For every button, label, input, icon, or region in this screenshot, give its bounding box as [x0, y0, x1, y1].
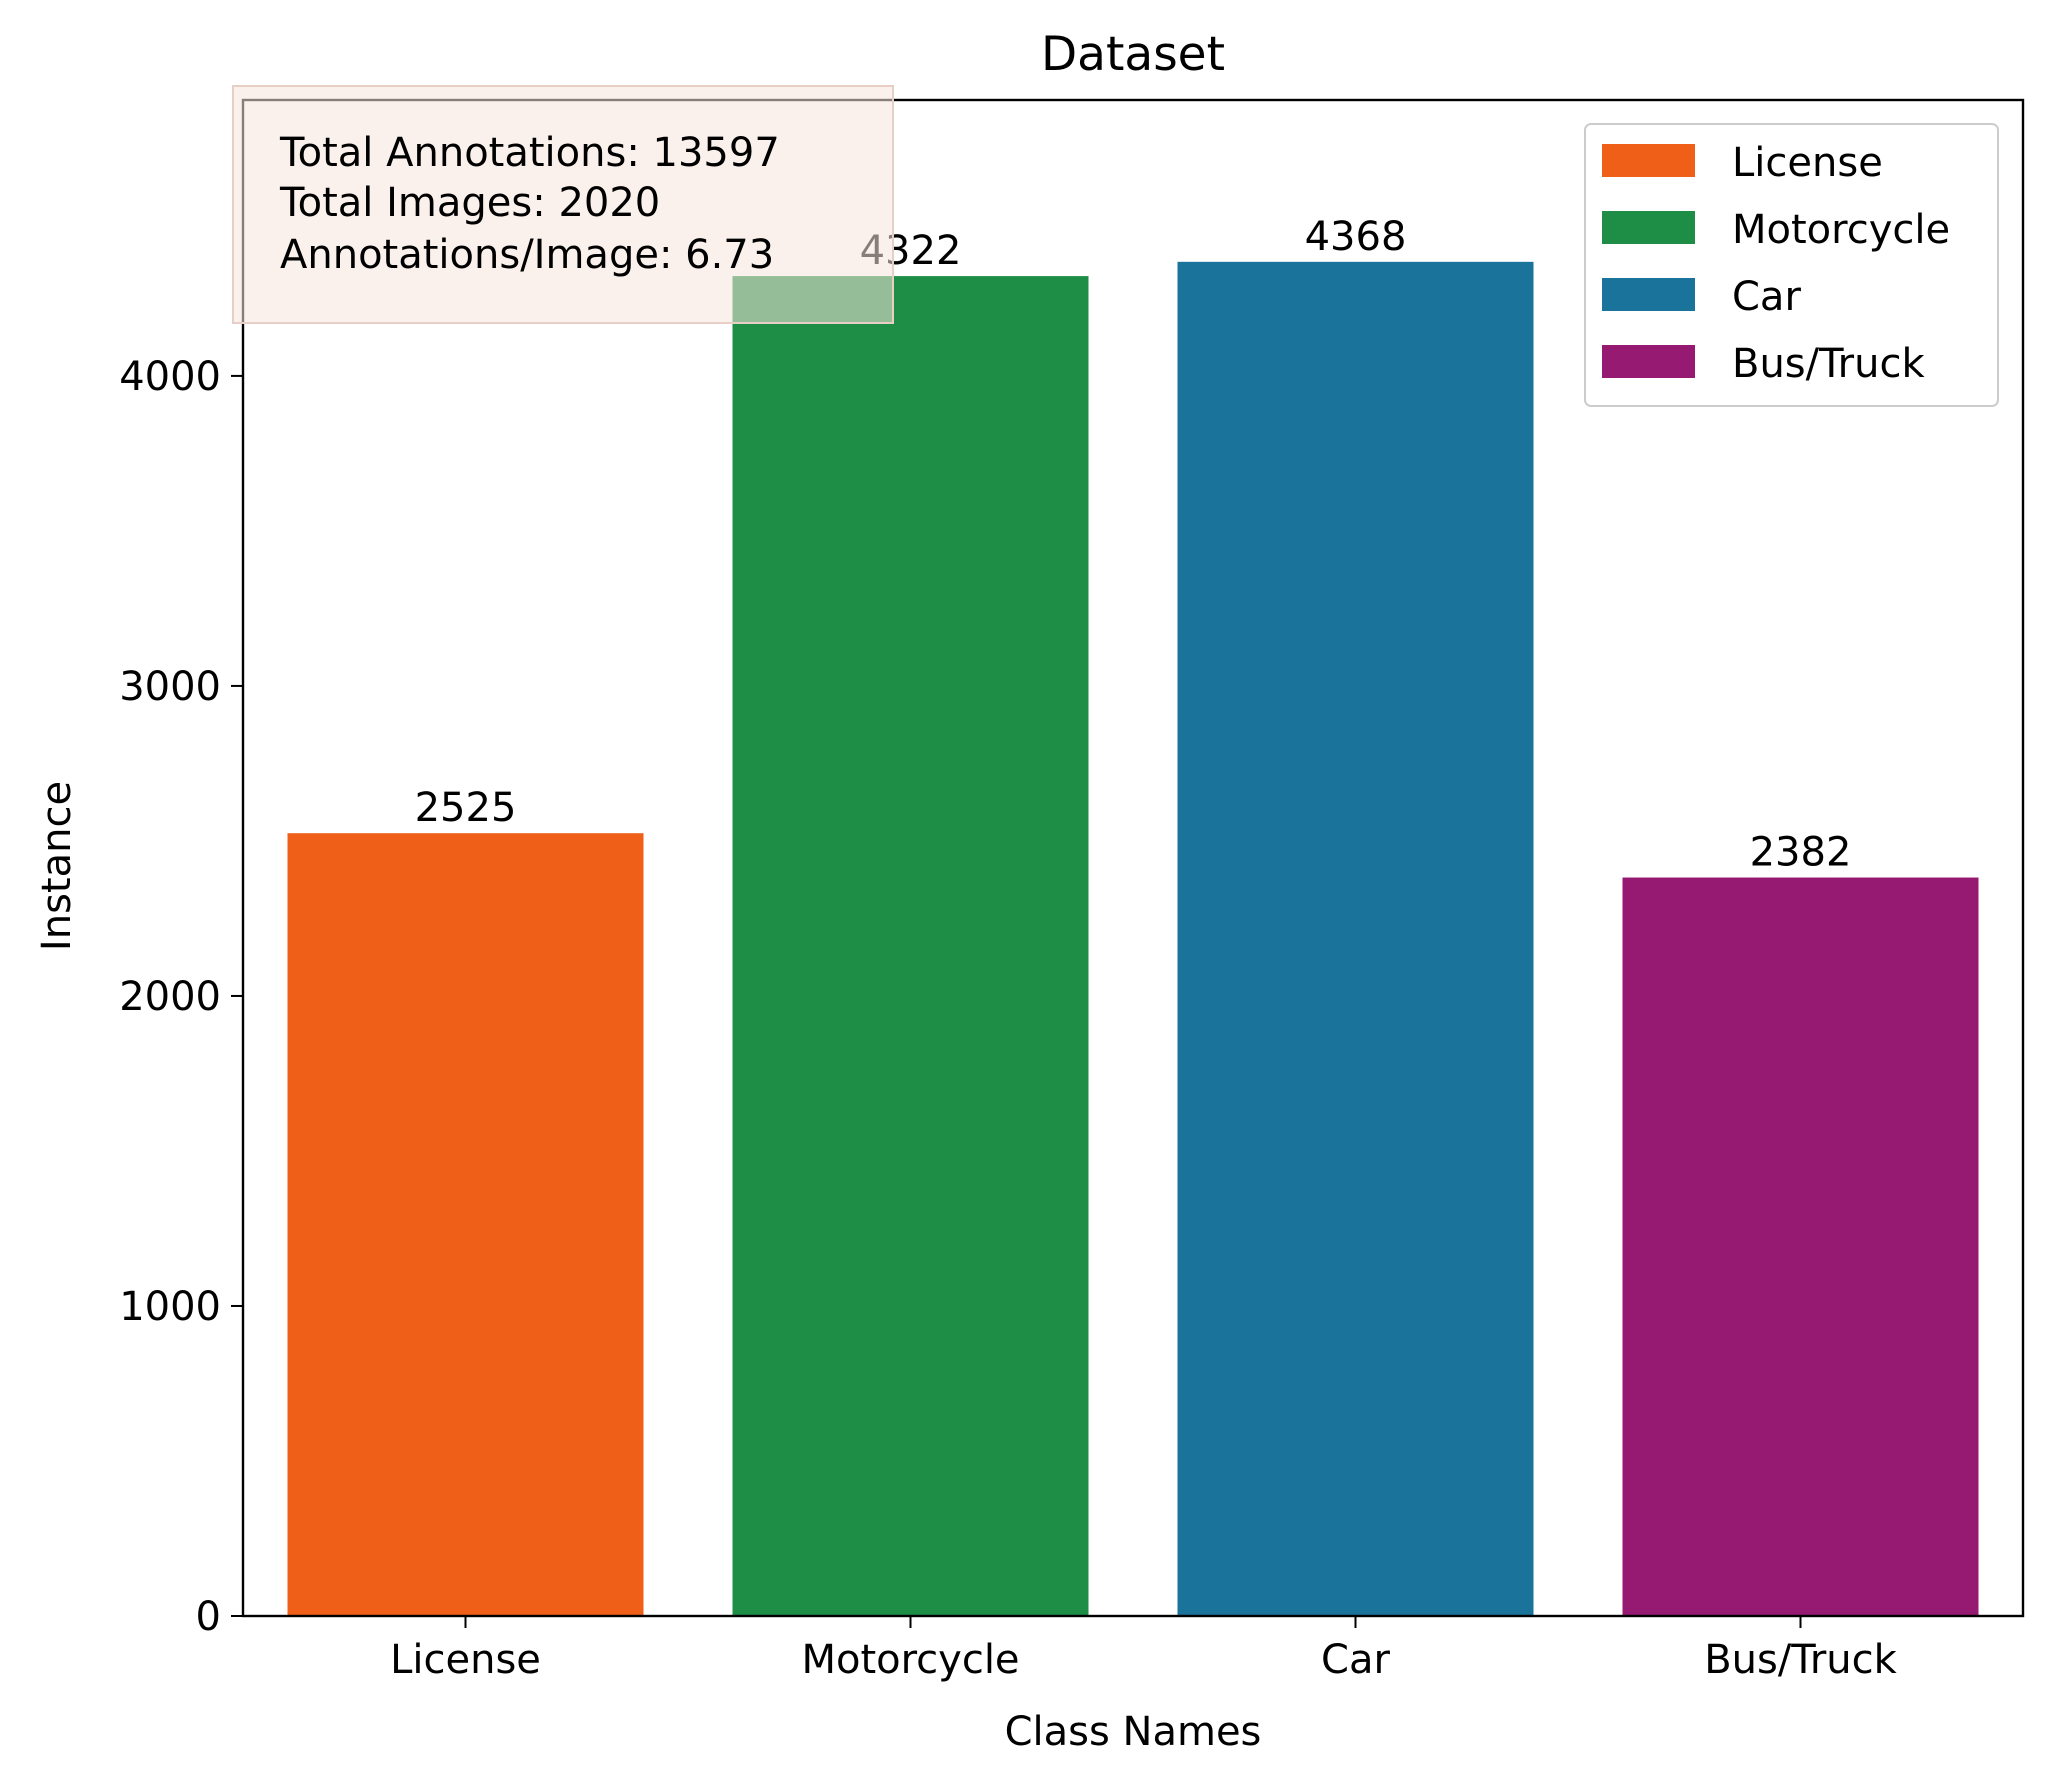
bar	[1177, 261, 1534, 1616]
x-tick-label: Bus/Truck	[1704, 1637, 1897, 1683]
x-axis-label: Class Names	[1005, 1709, 1262, 1755]
legend-swatch	[1602, 144, 1695, 177]
summary-total-images: Total Images: 2020	[279, 180, 660, 226]
plot-frame	[241, 98, 2025, 1618]
bar	[1622, 877, 1979, 1616]
legend: License Motorcycle Car Bus/Truck	[1584, 123, 1999, 407]
y-tick-label: 0	[196, 1594, 221, 1640]
x-axis-ticks: License Motorcycle Car Bus/Truck	[390, 1616, 1898, 1683]
legend-entry: License	[1732, 140, 1883, 186]
legend-entry: Motorcycle	[1732, 207, 1950, 253]
y-tick-label: 3000	[119, 664, 221, 710]
y-tick-label: 1000	[119, 1284, 221, 1330]
bars	[287, 261, 1979, 1617]
summary-annotation-box: Total Annotations: 13597 Total Images: 2…	[232, 85, 894, 324]
summary-annotation-background	[232, 85, 894, 324]
legend-entry: Bus/Truck	[1732, 341, 1925, 387]
summary-annotations-per-image: Annotations/Image: 6.73	[280, 232, 774, 278]
legend-swatch	[1602, 278, 1695, 311]
bar-value-label: 4368	[1305, 214, 1407, 260]
legend-swatch	[1602, 345, 1695, 378]
bar-value-label: 2382	[1750, 830, 1852, 876]
legend-swatch	[1602, 211, 1695, 244]
x-tick-label: License	[390, 1637, 541, 1683]
legend-frame	[1584, 123, 1999, 407]
y-tick-label: 2000	[119, 974, 221, 1020]
bar-value-label: 2525	[415, 785, 517, 831]
y-tick-label: 4000	[119, 354, 221, 400]
x-tick-label: Motorcycle	[801, 1637, 1019, 1683]
summary-total-annotations: Total Annotations: 13597	[279, 130, 780, 176]
y-axis-label: Instance	[34, 781, 80, 951]
y-axis-ticks: 0 1000 2000 3000 4000	[119, 354, 243, 1640]
legend-entry: Car	[1732, 274, 1801, 320]
bar	[287, 833, 644, 1616]
chart-title: Dataset	[1041, 27, 1225, 82]
bar	[732, 276, 1089, 1617]
x-tick-label: Car	[1321, 1637, 1390, 1683]
